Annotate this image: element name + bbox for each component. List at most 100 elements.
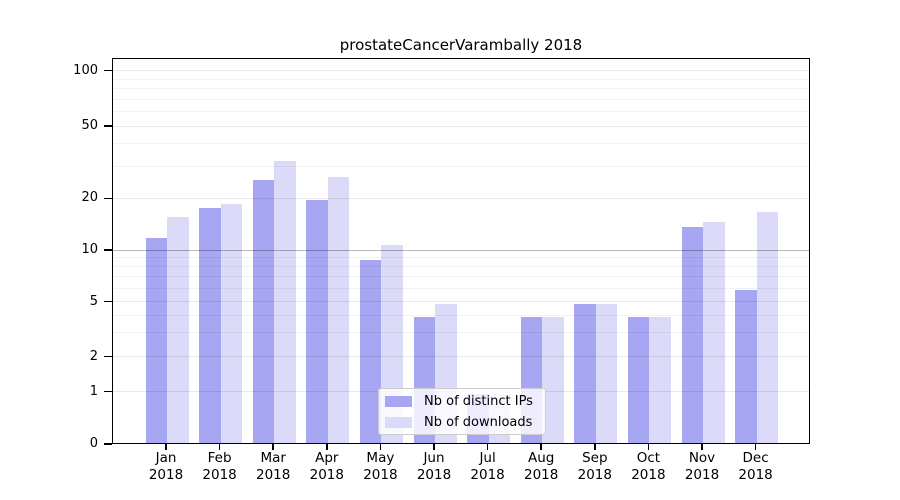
bar-downloads-feb bbox=[220, 204, 243, 443]
bar-ips-nov bbox=[681, 226, 703, 443]
gridline-y-10 bbox=[113, 249, 809, 251]
bar-ips-dec bbox=[735, 290, 757, 443]
x-tick-label-may: May 2018 bbox=[348, 450, 412, 483]
x-tick-label-apr: Apr 2018 bbox=[295, 450, 359, 483]
y-tick-mark-0 bbox=[104, 443, 112, 445]
gridlines-layer bbox=[113, 59, 809, 443]
x-tick-label-feb: Feb 2018 bbox=[188, 450, 252, 483]
y-tick-label-50: 50 bbox=[81, 118, 98, 133]
x-tick-year: 2018 bbox=[631, 466, 666, 483]
legend-label: Nb of distinct IPs bbox=[424, 393, 533, 409]
legend-row-distinct-ips: Nb of distinct IPs bbox=[379, 391, 545, 412]
gridline-y-6 bbox=[113, 287, 809, 289]
x-tick-month: Jul bbox=[479, 450, 496, 466]
x-tick-mark-oct bbox=[647, 444, 650, 450]
y-tick-mark-50 bbox=[104, 125, 112, 127]
gridline-y-4 bbox=[113, 314, 809, 316]
bar-ips-mar bbox=[252, 179, 275, 443]
x-tick-label-sep: Sep 2018 bbox=[563, 450, 627, 483]
bar-downloads-jan bbox=[167, 216, 189, 443]
x-tick-month: Jun bbox=[423, 450, 445, 466]
y-tick-label-20: 20 bbox=[81, 190, 98, 206]
x-tick-mark-jun bbox=[433, 444, 435, 450]
x-tick-year: 2018 bbox=[363, 466, 398, 483]
y-tick-mark-100 bbox=[104, 69, 112, 72]
x-tick-month: May bbox=[366, 450, 395, 466]
bar-downloads-dec bbox=[756, 212, 779, 443]
x-tick-label-nov: Nov 2018 bbox=[670, 450, 734, 483]
x-tick-month: Mar bbox=[260, 450, 286, 466]
bar-downloads-nov bbox=[703, 221, 725, 443]
x-tick-year: 2018 bbox=[148, 466, 184, 483]
bar-downloads-mar bbox=[274, 160, 296, 443]
gridline-y-70 bbox=[113, 98, 809, 100]
x-tick-label-oct: Oct 2018 bbox=[616, 450, 680, 483]
x-tick-year: 2018 bbox=[416, 466, 452, 483]
x-tick-mark-aug bbox=[540, 444, 542, 450]
y-tick-label-5: 5 bbox=[89, 293, 98, 309]
x-tick-year: 2018 bbox=[309, 466, 344, 483]
gridline-y-3 bbox=[113, 331, 809, 333]
legend: Nb of distinct IPs Nb of downloads bbox=[378, 388, 546, 435]
gridline-y-80 bbox=[113, 87, 809, 89]
gridline-y-40 bbox=[113, 143, 809, 145]
chart-title: prostateCancerVarambally 2018 bbox=[339, 36, 583, 54]
legend-swatch-icon bbox=[385, 416, 412, 428]
bar-ips-may bbox=[359, 259, 382, 443]
y-tick-mark-1 bbox=[104, 390, 112, 393]
y-tick-label-0: 0 bbox=[89, 436, 98, 451]
gridline-y-9 bbox=[113, 257, 809, 259]
bar-ips-oct bbox=[627, 317, 650, 443]
x-tick-month: Dec bbox=[742, 450, 769, 466]
bar-ips-feb bbox=[199, 208, 221, 443]
bar-downloads-aug bbox=[542, 317, 564, 443]
gridline-y-30 bbox=[113, 165, 809, 167]
gridline-y-7 bbox=[113, 276, 809, 278]
y-tick-mark-5 bbox=[104, 300, 112, 303]
x-tick-mark-sep bbox=[594, 444, 596, 450]
gridline-y-8 bbox=[113, 266, 809, 268]
y-tick-label-10: 10 bbox=[81, 242, 98, 257]
gridline-y-5 bbox=[113, 301, 809, 303]
legend-row-downloads: Nb of downloads bbox=[379, 412, 545, 433]
gridline-y-2 bbox=[113, 356, 809, 358]
y-tick-mark-20 bbox=[104, 197, 112, 200]
gridline-y-60 bbox=[113, 110, 809, 112]
gridline-y-90 bbox=[113, 78, 809, 80]
bar-downloads-apr bbox=[327, 176, 350, 443]
gridline-y-20 bbox=[113, 197, 809, 199]
x-tick-year: 2018 bbox=[577, 466, 612, 483]
x-tick-mark-jul bbox=[486, 444, 489, 450]
x-tick-year: 2018 bbox=[684, 466, 720, 483]
gridline-y-50 bbox=[113, 125, 809, 127]
y-tick-label-100: 100 bbox=[73, 62, 98, 78]
bar-downloads-sep bbox=[595, 303, 618, 443]
gridline-y-100 bbox=[113, 70, 809, 72]
x-tick-month: Aug bbox=[528, 450, 555, 466]
bar-downloads-oct bbox=[649, 317, 671, 443]
x-tick-label-jul: Jul 2018 bbox=[456, 450, 520, 483]
x-tick-year: 2018 bbox=[524, 466, 559, 483]
x-tick-month: Jan bbox=[155, 450, 177, 466]
y-tick-label-2: 2 bbox=[89, 348, 98, 364]
x-tick-year: 2018 bbox=[202, 466, 237, 483]
y-tick-mark-2 bbox=[104, 355, 112, 358]
bar-ips-apr bbox=[306, 200, 328, 443]
x-tick-label-aug: Aug 2018 bbox=[509, 450, 573, 483]
x-tick-mark-mar bbox=[272, 444, 274, 450]
x-tick-month: Apr bbox=[315, 450, 339, 466]
x-tick-month: Oct bbox=[636, 450, 661, 466]
x-tick-year: 2018 bbox=[256, 466, 291, 483]
legend-label: Nb of downloads bbox=[424, 414, 533, 430]
x-tick-label-jan: Jan 2018 bbox=[134, 450, 198, 483]
x-tick-mark-nov bbox=[701, 444, 703, 450]
x-tick-year: 2018 bbox=[470, 466, 505, 483]
x-tick-mark-feb bbox=[218, 444, 221, 450]
x-tick-mark-may bbox=[379, 444, 382, 450]
x-tick-month: Sep bbox=[582, 450, 608, 466]
y-tick-mark-10 bbox=[104, 249, 112, 251]
x-tick-label-dec: Dec 2018 bbox=[724, 450, 788, 483]
y-tick-label-1: 1 bbox=[89, 383, 98, 399]
x-tick-month: Feb bbox=[207, 450, 232, 466]
